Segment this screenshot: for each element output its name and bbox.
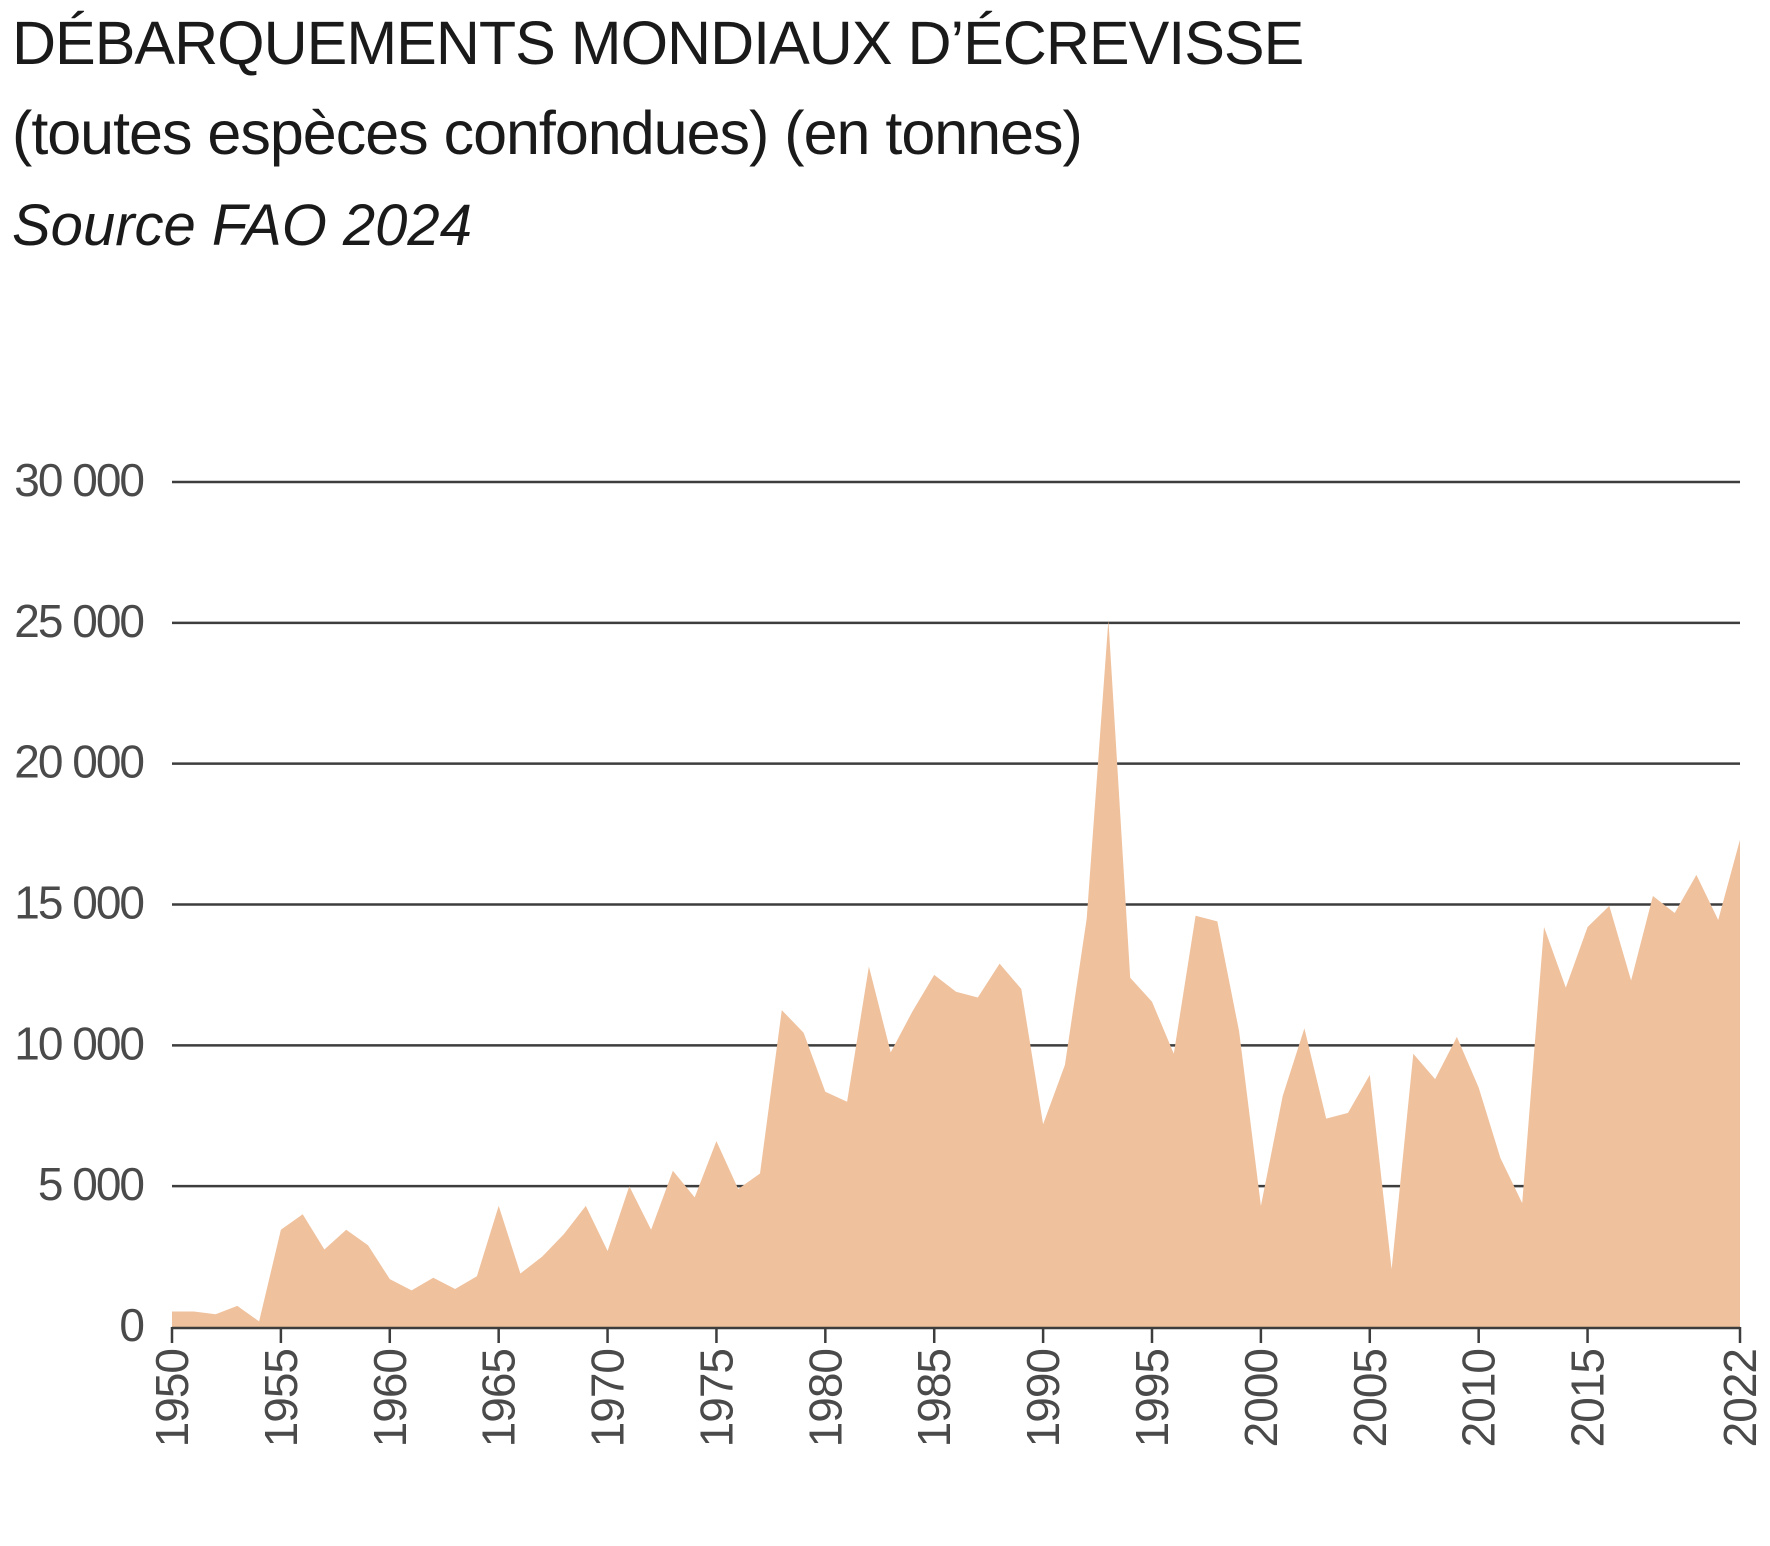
y-tick-label: 30 000 — [14, 454, 143, 506]
x-tick-label: 2022 — [1714, 1349, 1766, 1447]
y-tick-label: 10 000 — [14, 1017, 143, 1069]
y-axis-ticks: 0 5 000 10 000 15 000 20 000 25 000 30 000 — [14, 454, 145, 1351]
x-tick-label: 2015 — [1562, 1349, 1614, 1447]
x-tick-label: 1950 — [146, 1349, 198, 1447]
x-tick-label: 1970 — [582, 1349, 634, 1447]
area-fill — [172, 620, 1740, 1327]
x-tick-label: 1990 — [1017, 1349, 1069, 1447]
y-tick-label: 5 000 — [38, 1158, 144, 1210]
x-tick-label: 2005 — [1344, 1349, 1396, 1447]
x-tick-label: 1995 — [1126, 1349, 1178, 1447]
x-tick-label: 2000 — [1235, 1349, 1287, 1447]
x-tick-label: 1980 — [799, 1349, 851, 1447]
y-tick-label: 0 — [119, 1299, 143, 1351]
y-tick-label: 15 000 — [14, 877, 143, 929]
x-tick-label: 1975 — [690, 1349, 742, 1447]
y-tick-label: 25 000 — [14, 595, 143, 647]
x-tick-label: 1965 — [473, 1349, 525, 1447]
y-tick-label: 20 000 — [14, 736, 143, 788]
x-tick-label: 1960 — [364, 1349, 416, 1447]
x-tick-label: 2010 — [1453, 1349, 1505, 1447]
x-tick-label: 1955 — [255, 1349, 307, 1447]
area-series — [172, 620, 1740, 1327]
chart-title-line-1: DÉBARQUEMENTS MONDIAUX D’ÉCREVISSE — [12, 9, 1304, 77]
x-tick-label: 1985 — [908, 1349, 960, 1447]
x-axis: 1950 1955 1960 1965 1970 1975 1980 1985 1990 1995… — [146, 1326, 1766, 1447]
chart-title-line-2: (toutes espèces confondues) (en tonnes) — [12, 99, 1083, 167]
chart-source: Source FAO 2024 — [12, 193, 472, 258]
